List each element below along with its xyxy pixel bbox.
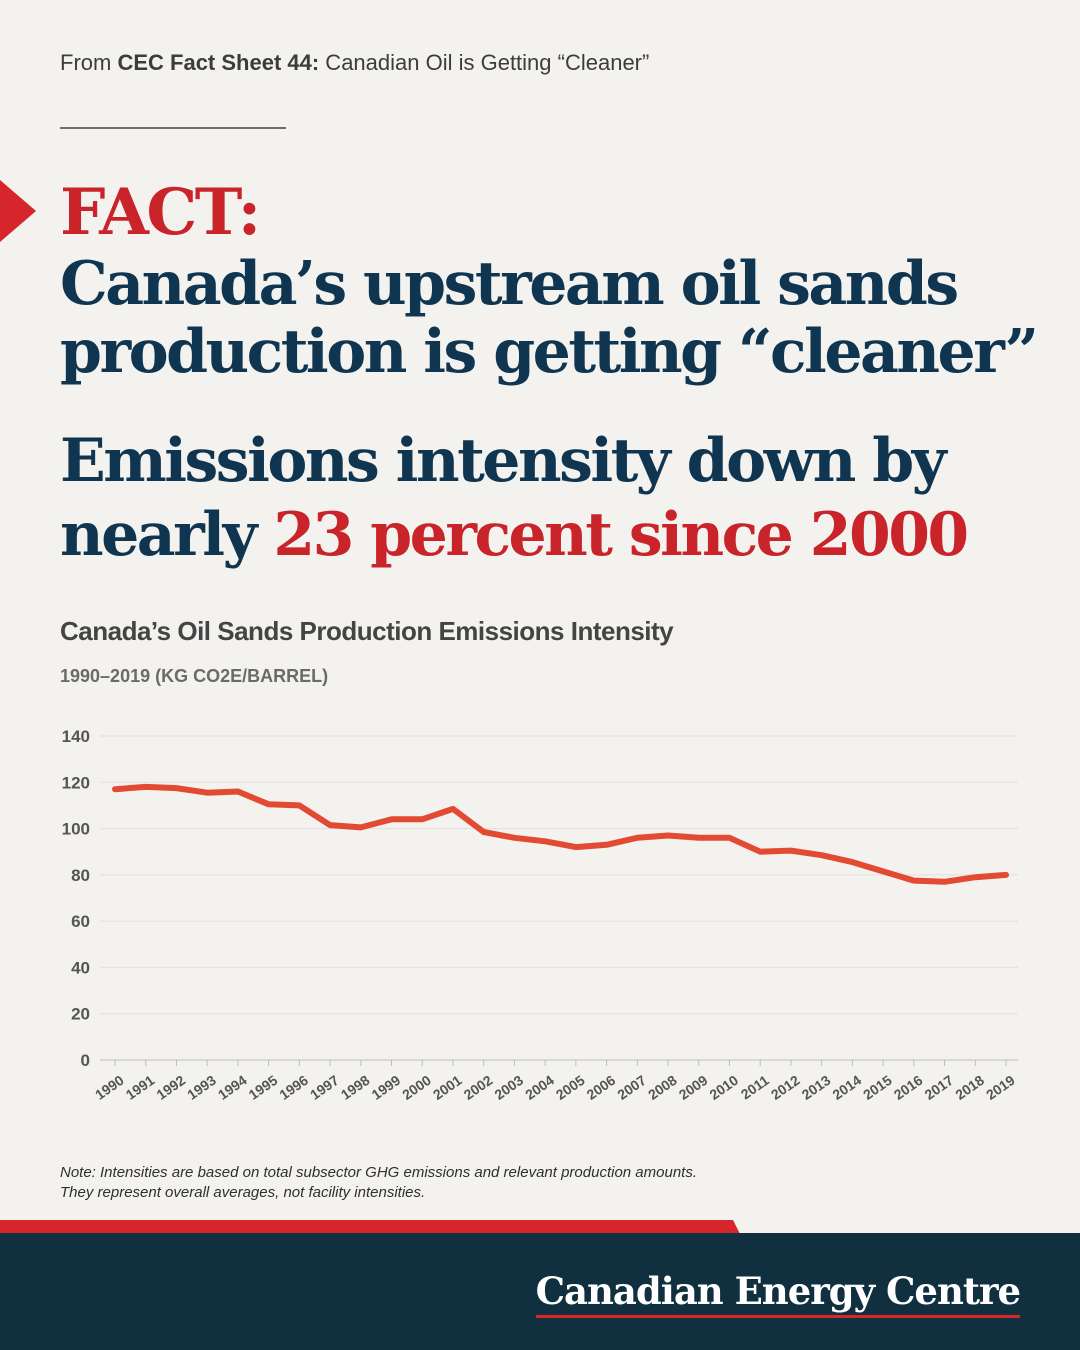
x-tick-label: 2016 (891, 1072, 926, 1103)
x-tick-label: 2001 (430, 1072, 465, 1103)
x-tick-label: 1991 (123, 1072, 158, 1103)
x-tick-label: 2010 (706, 1072, 741, 1103)
x-tick-label: 2018 (952, 1072, 987, 1103)
chart-note: Note: Intensities are based on total sub… (60, 1163, 697, 1203)
x-tick-label: 1996 (276, 1072, 311, 1103)
source-line: From CEC Fact Sheet 44: Canadian Oil is … (60, 50, 649, 76)
x-tick-label: 2019 (983, 1072, 1018, 1103)
headline-line-4: nearly 23 percent since 2000 (60, 498, 1060, 572)
x-tick-label: 2004 (522, 1072, 557, 1103)
x-tick-label: 1990 (92, 1072, 127, 1103)
x-tick-label: 1992 (153, 1072, 188, 1103)
y-tick-label: 120 (62, 773, 90, 792)
headline-line-3: Emissions intensity down by (60, 426, 947, 496)
series-line (112, 783, 1009, 885)
x-tick-label: 2012 (768, 1072, 803, 1103)
red-arrow-icon (0, 180, 36, 242)
x-tick-label: 2003 (491, 1072, 526, 1103)
footer: Canadian Energy Centre (0, 1233, 1080, 1350)
x-tick-label: 1993 (184, 1072, 219, 1103)
note-line-1: Note: Intensities are based on total sub… (60, 1164, 698, 1181)
chart-title: Canada’s Oil Sands Production Emissions … (60, 616, 674, 646)
brand-logo: Canadian Energy Centre (535, 1269, 1021, 1318)
x-tick-label: 1997 (307, 1072, 342, 1103)
headline-sub: Emissions intensity down by nearly 23 pe… (60, 424, 1060, 572)
x-tick-label: 1995 (246, 1072, 281, 1103)
y-tick-label: 0 (81, 1051, 90, 1070)
header-divider (60, 127, 286, 129)
x-tick-label: 2009 (676, 1072, 711, 1103)
y-tick-label: 40 (71, 958, 90, 977)
x-tick-label: 2011 (738, 1072, 772, 1103)
x-tick-label: 2007 (614, 1072, 649, 1103)
note-line-2: They represent overall averages, not fac… (60, 1184, 426, 1201)
headline-line-1: Canada’s upstream oil sands (60, 249, 959, 319)
x-tick-label: 2015 (860, 1072, 895, 1103)
y-tick-label: 140 (62, 727, 90, 746)
x-tick-labels: 1990199119921993199419951996199719981999… (92, 1060, 1018, 1103)
x-tick-label: 1998 (338, 1072, 373, 1103)
x-tick-label: 2008 (645, 1072, 680, 1103)
y-tick-labels: 0 20 40 60 80 100 120 140 (62, 727, 90, 1070)
grid-layer (100, 735, 1018, 1061)
x-tick-label: 2000 (399, 1072, 434, 1103)
headline-highlight: 23 percent since 2000 (273, 500, 969, 570)
y-tick-label: 60 (71, 912, 90, 931)
x-tick-label: 2017 (922, 1072, 957, 1103)
source-rest: Canadian Oil is Getting “Cleaner” (319, 50, 650, 75)
x-tick-label: 1994 (215, 1072, 250, 1103)
x-tick-label: 2013 (799, 1072, 834, 1103)
fact-label: FACT: (60, 175, 261, 250)
x-tick-label: 2005 (553, 1072, 588, 1103)
source-prefix: From (60, 50, 118, 75)
headline-line-4-prefix: nearly (60, 500, 274, 570)
headline-main: Canada’s upstream oil sands production i… (60, 250, 1060, 386)
x-tick-label: 1999 (369, 1072, 404, 1103)
y-tick-label: 80 (71, 866, 90, 885)
x-tick-label: 2002 (461, 1072, 496, 1103)
chart-subtitle: 1990–2019 (KG CO2E/BARREL) (60, 666, 329, 686)
footer-accent-bar (0, 1220, 740, 1234)
source-bold: CEC Fact Sheet 44: (117, 50, 320, 75)
y-tick-label: 100 (62, 820, 90, 839)
x-tick-label: 2006 (584, 1072, 619, 1103)
headline-line-2: production is getting “cleaner” (60, 317, 1039, 387)
x-tick-label: 2014 (829, 1072, 864, 1103)
y-tick-label: 20 (71, 1005, 90, 1024)
